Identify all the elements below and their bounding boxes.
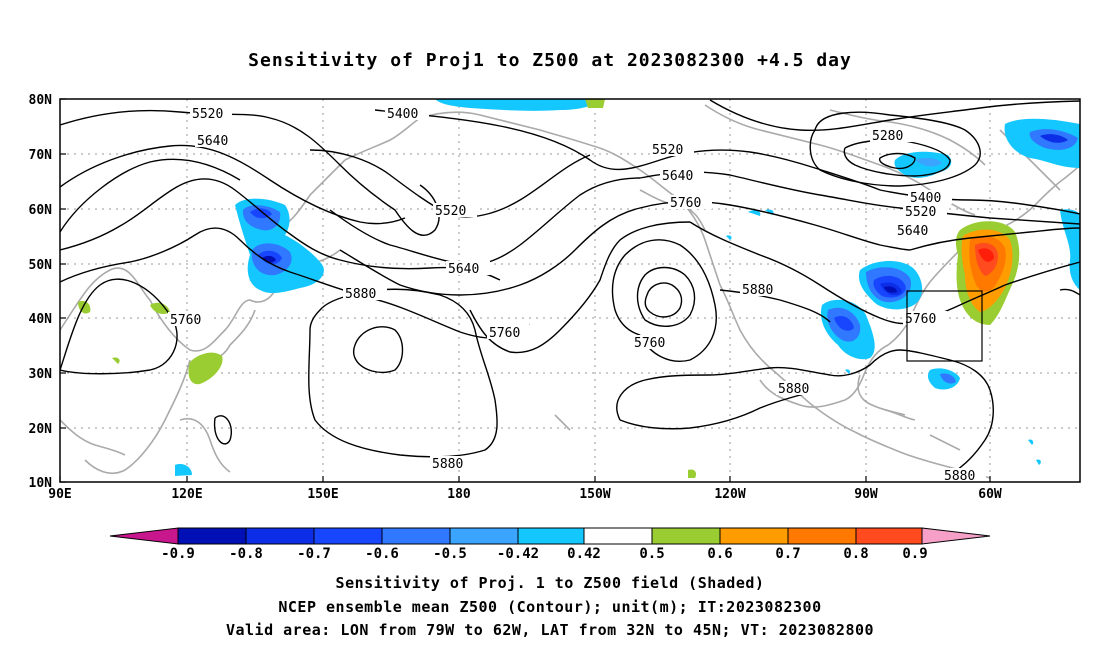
lon-label: 90E — [48, 487, 71, 502]
caption-shading: Sensitivity of Proj. 1 to Z500 field (Sh… — [335, 574, 765, 592]
longitude-labels: 90E 120E 150E 180 150W 120W 90W 60W — [48, 487, 1002, 502]
colorbar — [109, 527, 991, 545]
lat-label: 80N — [29, 93, 53, 108]
lat-label: 20N — [29, 422, 53, 437]
lon-label: 120E — [171, 487, 202, 502]
contour-label: 5760 — [905, 312, 936, 327]
contour-label: 5880 — [345, 287, 376, 302]
contour-label: 5640 — [897, 224, 928, 239]
map-title: Sensitivity of Proj1 to Z500 at 20230823… — [248, 50, 852, 71]
contour-label: 5760 — [489, 326, 520, 341]
colorbar-label: 0.8 — [843, 546, 868, 562]
lon-label: 60W — [978, 487, 1002, 502]
colorbar-swatch — [245, 527, 315, 545]
colorbar-swatch — [583, 527, 653, 545]
colorbar-label: -0.6 — [365, 546, 399, 562]
contour-label: 5280 — [872, 129, 903, 144]
contour-label: 5520 — [435, 204, 466, 219]
axis-ticks — [59, 98, 991, 483]
contour-label: 5760 — [170, 313, 201, 328]
contour-label: 5520 — [192, 107, 223, 122]
contour-label: 5400 — [387, 107, 418, 122]
colorbar-label: -0.5 — [433, 546, 467, 562]
colorbar-swatch — [381, 527, 451, 545]
colorbar-label: -0.42 — [497, 546, 539, 562]
contour-label: 5760 — [634, 336, 665, 351]
colorbar-swatch — [313, 527, 383, 545]
lon-label: 150E — [307, 487, 338, 502]
colorbar-swatch — [719, 527, 789, 545]
colorbar-label: 0.9 — [902, 546, 927, 562]
lat-label: 30N — [29, 367, 53, 382]
latitude-labels: 80N 70N 60N 50N 40N 30N 20N 10N — [29, 93, 53, 491]
contour-label: 5880 — [778, 382, 809, 397]
colorbar-label: -0.8 — [229, 546, 263, 562]
lat-label: 10N — [29, 476, 53, 491]
lat-label: 60N — [29, 203, 53, 218]
contour-label: 5760 — [670, 196, 701, 211]
contour-label: 5640 — [662, 169, 693, 184]
caption-contour: NCEP ensemble mean Z500 (Contour); unit(… — [278, 598, 822, 616]
sensitivity-shading — [78, 99, 1080, 478]
colorbar-label: 0.6 — [707, 546, 732, 562]
caption-valid-area: Valid area: LON from 79W to 62W, LAT fro… — [225, 621, 875, 639]
lat-label: 70N — [29, 148, 53, 163]
colorbar-swatch — [449, 527, 519, 545]
contour-label: 5640 — [448, 262, 479, 277]
contour-label: 5880 — [944, 469, 975, 484]
contour-label: 5520 — [652, 143, 683, 158]
lon-label: 90W — [854, 487, 878, 502]
contour-label: 5640 — [197, 134, 228, 149]
colorbar-swatch — [109, 527, 179, 545]
colorbar-label: 0.5 — [639, 546, 664, 562]
colorbar-label: 0.42 — [567, 546, 601, 562]
colorbar-label: -0.9 — [161, 546, 195, 562]
map-frame — [59, 98, 1081, 483]
colorbar-swatch — [921, 527, 991, 545]
lon-label: 150W — [579, 487, 610, 502]
colorbar-swatch — [651, 527, 721, 545]
colorbar-label: 0.7 — [775, 546, 800, 562]
colorbar-swatch — [177, 527, 247, 545]
contour-label: 5880 — [432, 457, 463, 472]
lon-label: 120W — [714, 487, 745, 502]
contour-labels: 5520 5400 5640 5520 5640 5760 5280 5400 … — [168, 106, 986, 484]
contour-label: 5880 — [742, 283, 773, 298]
colorbar-labels: -0.9 -0.8 -0.7 -0.6 -0.5 -0.42 0.42 0.5 … — [161, 546, 928, 562]
colorbar-swatch — [787, 527, 857, 545]
contour-label: 5520 — [905, 205, 936, 220]
colorbar-label: -0.7 — [297, 546, 331, 562]
lat-label: 40N — [29, 312, 53, 327]
valid-area-box — [906, 290, 983, 362]
contour-label: 5400 — [910, 191, 941, 206]
lon-label: 180 — [447, 487, 471, 502]
colorbar-swatch — [517, 527, 585, 545]
lat-label: 50N — [29, 258, 53, 273]
colorbar-swatch — [855, 527, 923, 545]
